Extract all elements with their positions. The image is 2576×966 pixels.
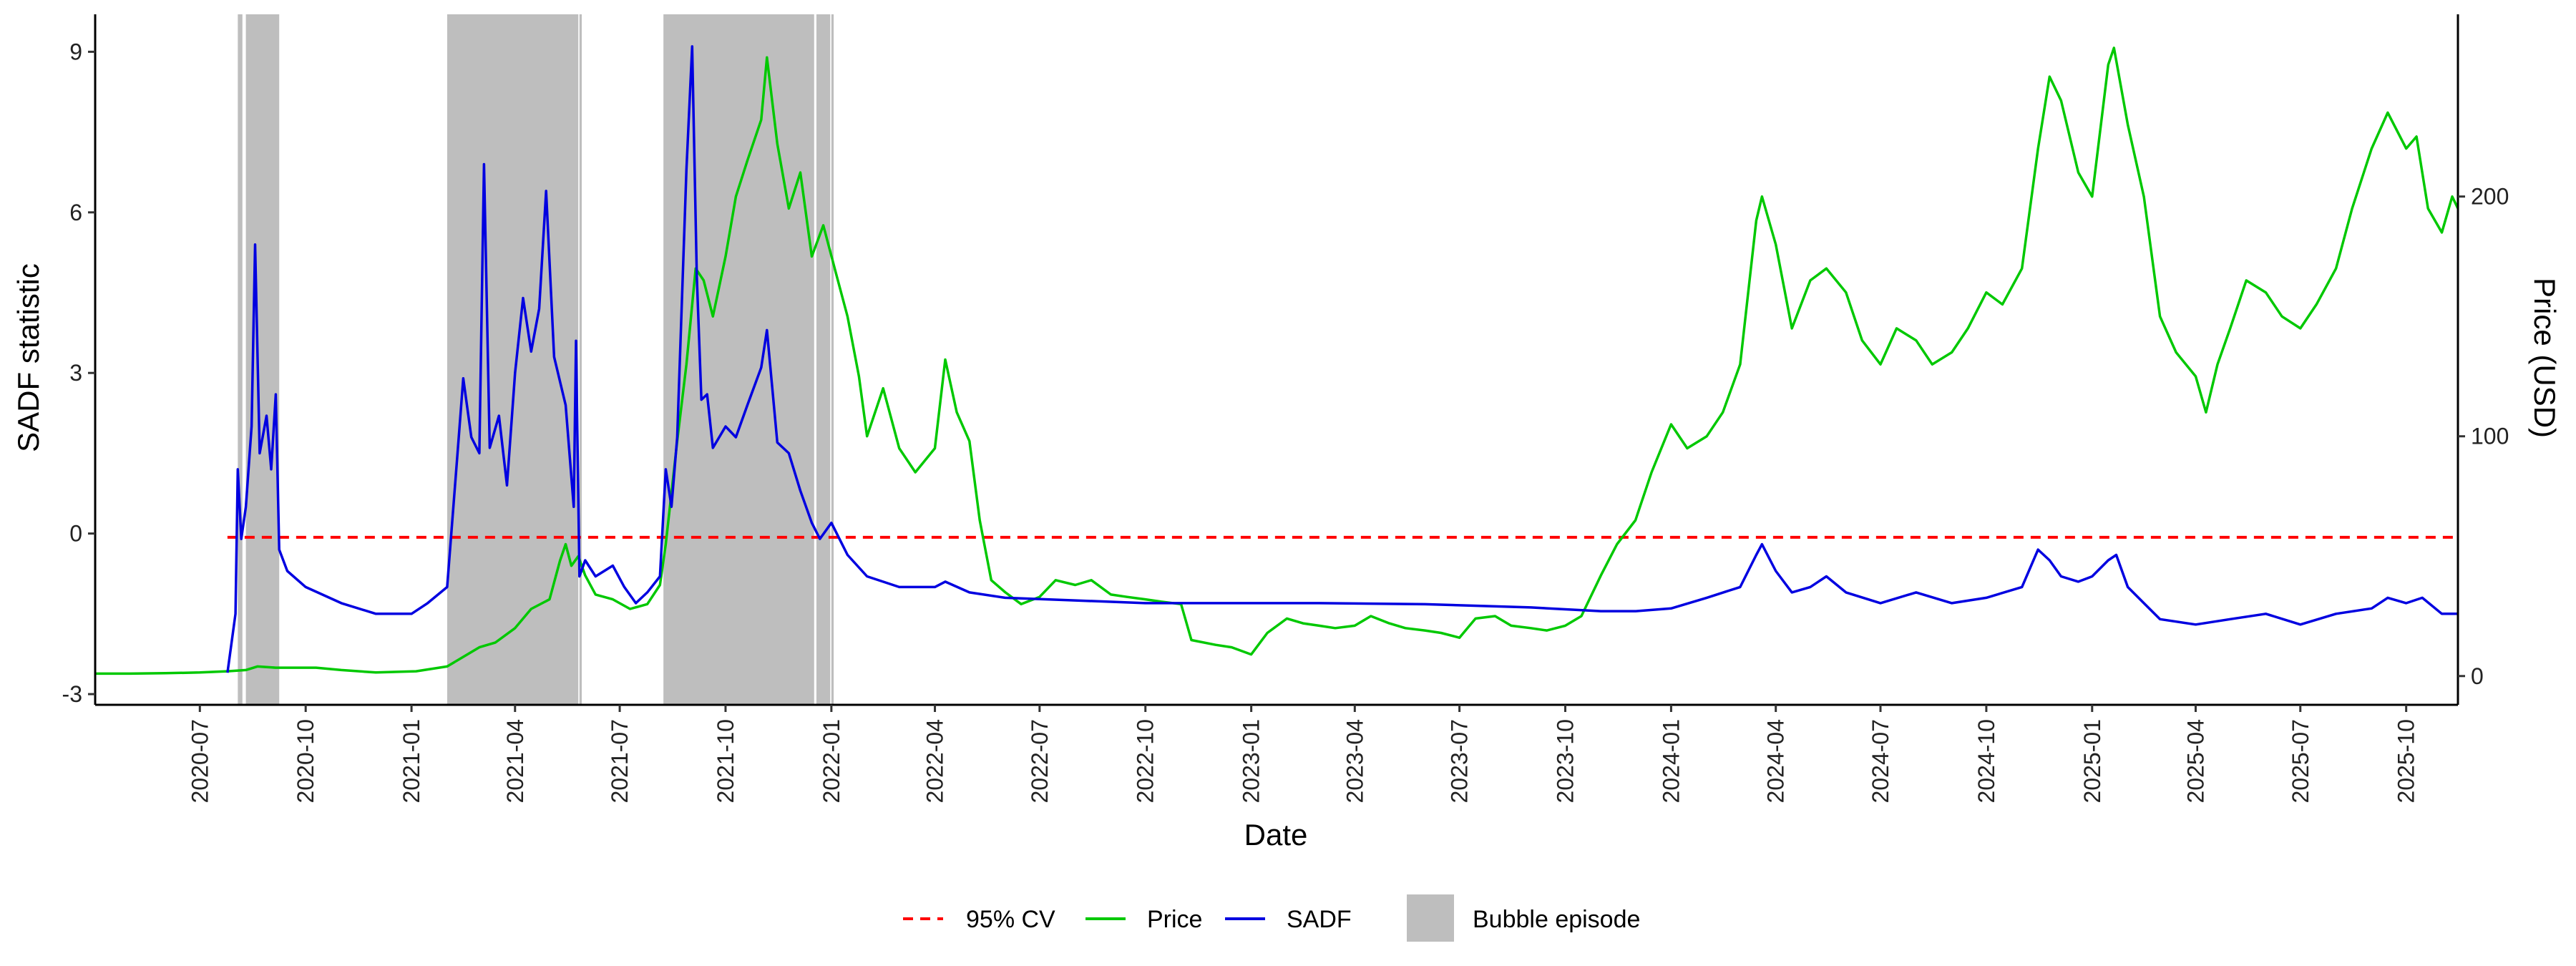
x-tick-label: 2020-07 xyxy=(187,719,213,803)
legend-label-price: Price xyxy=(1147,906,1202,933)
x-ticks: 2020-07 2020-10 2021-01 2021-04 2021-07 2021-… xyxy=(187,705,2419,803)
series-line-sadf xyxy=(226,45,2458,673)
x-tick-label: 2024-01 xyxy=(1658,719,1684,803)
series-line-price xyxy=(95,47,2459,675)
bubble-episode-5 xyxy=(816,14,831,705)
x-tick-label: 2025-07 xyxy=(2288,719,2313,803)
x-tick-label: 2022-01 xyxy=(819,719,844,803)
y-axis-title-left: SADF statistic xyxy=(11,263,45,452)
bubble-episode-2 xyxy=(447,14,579,705)
x-tick-label: 2023-10 xyxy=(1553,719,1579,803)
x-tick-label: 2025-10 xyxy=(2394,719,2419,803)
y-axis-title-right: Price (USD) xyxy=(2528,278,2562,438)
y-ticks-left: -3 0 3 6 9 xyxy=(62,39,95,707)
x-tick-label: 2025-04 xyxy=(2183,719,2209,803)
x-tick-label: 2025-01 xyxy=(2079,719,2105,803)
y-tick-right-label: 100 xyxy=(2471,424,2509,449)
y-tick-left-label: 9 xyxy=(69,39,82,64)
y-tick-left-label: -3 xyxy=(62,681,82,707)
x-tick-label: 2024-07 xyxy=(1868,719,1893,803)
legend-label-bubble: Bubble episode xyxy=(1473,906,1640,933)
x-tick-label: 2020-10 xyxy=(293,719,318,803)
series-lines xyxy=(95,45,2459,675)
legend: 95% CV Price SADF Bubble episode xyxy=(903,894,1640,942)
bubble-episode-0 xyxy=(238,14,243,705)
legend-key-bubble xyxy=(1407,894,1454,942)
x-tick-label: 2021-07 xyxy=(607,719,633,803)
bubble-episode-3 xyxy=(579,14,582,705)
y-tick-left-label: 3 xyxy=(69,360,82,386)
legend-label-cv: 95% CV xyxy=(966,906,1055,933)
y-tick-left-label: 6 xyxy=(69,200,82,225)
y-tick-right-label: 0 xyxy=(2471,663,2484,689)
x-tick-label: 2022-07 xyxy=(1027,719,1053,803)
y-tick-left-label: 0 xyxy=(69,521,82,547)
bubble-episode-1 xyxy=(245,14,280,705)
legend-label-sadf: SADF xyxy=(1287,906,1352,933)
bubble-episode-6 xyxy=(831,14,834,705)
bubble-episodes xyxy=(238,14,834,705)
x-tick-label: 2023-04 xyxy=(1342,719,1367,803)
x-tick-label: 2023-07 xyxy=(1447,719,1473,803)
x-axis-title: Date xyxy=(1244,818,1308,852)
axes xyxy=(94,14,2459,706)
x-tick-label: 2021-10 xyxy=(713,719,738,803)
x-tick-label: 2022-04 xyxy=(922,719,948,803)
x-tick-label: 2022-10 xyxy=(1133,719,1158,803)
x-tick-label: 2023-01 xyxy=(1239,719,1264,803)
y-ticks-right: 0 100 200 xyxy=(2458,184,2509,689)
x-tick-label: 2024-04 xyxy=(1763,719,1789,803)
x-tick-label: 2021-01 xyxy=(399,719,424,803)
x-tick-label: 2024-10 xyxy=(1974,719,1999,803)
x-tick-label: 2021-04 xyxy=(502,719,528,803)
y-tick-right-label: 200 xyxy=(2471,184,2509,210)
